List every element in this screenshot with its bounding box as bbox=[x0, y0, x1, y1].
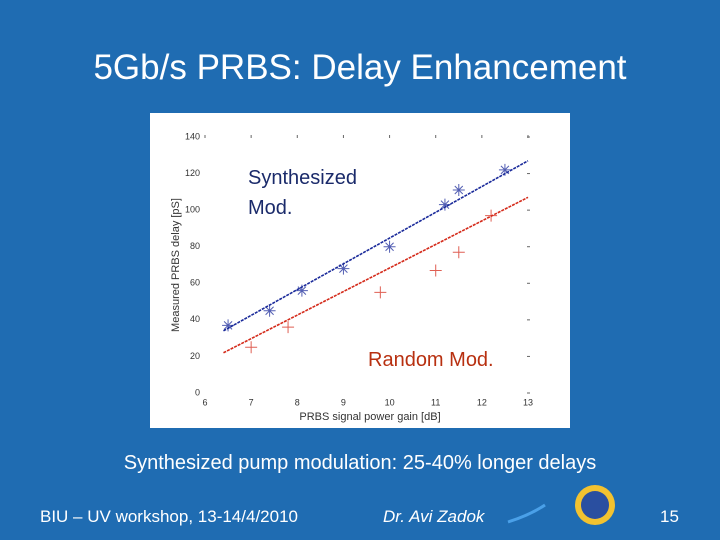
x-tick-label: 11 bbox=[431, 397, 440, 407]
y-tick-label: 20 bbox=[190, 351, 200, 361]
logo bbox=[575, 485, 615, 525]
data-point bbox=[452, 184, 465, 197]
y-tick-label: 0 bbox=[195, 387, 200, 397]
annotation: Synthesized Mod. bbox=[248, 167, 357, 219]
y-tick-label: 100 bbox=[185, 205, 200, 215]
data-point bbox=[337, 262, 350, 275]
x-tick-label: 7 bbox=[249, 397, 254, 407]
x-tick-label: 9 bbox=[341, 397, 346, 407]
data-point bbox=[295, 284, 308, 297]
data-point bbox=[374, 286, 387, 299]
data-point bbox=[498, 163, 511, 176]
y-tick-label: 140 bbox=[185, 131, 200, 141]
data-point bbox=[438, 198, 451, 211]
data-point bbox=[245, 341, 258, 354]
x-tick-label: 8 bbox=[295, 397, 300, 407]
slide-title: 5Gb/s PRBS: Delay Enhancement bbox=[93, 48, 627, 87]
annotation: Random Mod. bbox=[368, 349, 494, 371]
x-tick-label: 12 bbox=[477, 397, 487, 407]
y-tick-label: 40 bbox=[190, 314, 200, 324]
decoration bbox=[507, 503, 546, 524]
data-point bbox=[222, 319, 235, 332]
y-tick-label: 60 bbox=[190, 278, 200, 288]
y-axis-label: Measured PRBS delay [pS] bbox=[170, 198, 182, 332]
y-tick-label: 120 bbox=[185, 168, 200, 178]
page-number: 15 bbox=[660, 507, 679, 526]
data-point bbox=[485, 209, 498, 222]
x-tick-label: 6 bbox=[202, 397, 207, 407]
data-point bbox=[383, 240, 396, 253]
fit-line bbox=[223, 196, 529, 354]
footer-text: BIU – UV workshop, 13-14/4/2010 bbox=[40, 507, 298, 526]
caption: Synthesized pump modulation: 25-40% long… bbox=[123, 452, 597, 474]
footer-author: Dr. Avi Zadok bbox=[383, 507, 485, 526]
data-point bbox=[452, 246, 465, 259]
x-tick-label: 10 bbox=[385, 397, 395, 407]
x-axis-label: PRBS signal power gain [dB] bbox=[299, 411, 440, 423]
data-point bbox=[429, 264, 442, 277]
data-point bbox=[263, 304, 276, 317]
y-tick-label: 80 bbox=[190, 241, 200, 251]
chart-background bbox=[150, 113, 570, 428]
data-point bbox=[282, 321, 295, 334]
fit-line bbox=[223, 160, 529, 332]
x-tick-label: 13 bbox=[523, 397, 533, 407]
